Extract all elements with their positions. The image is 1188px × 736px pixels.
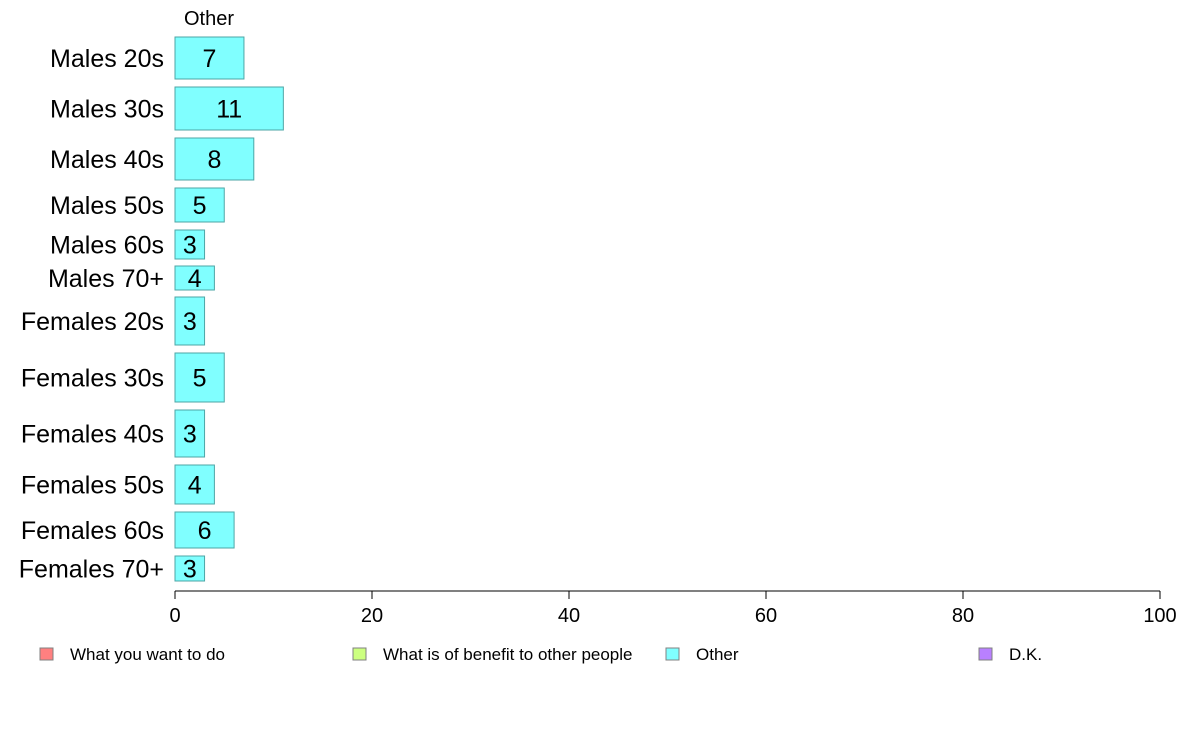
category-label: Males 70+ (48, 265, 164, 293)
category-label: Females 20s (21, 308, 164, 336)
category-label: Females 30s (21, 365, 164, 393)
legend-label: What is of benefit to other people (383, 645, 633, 664)
bar-value-label: 7 (203, 45, 217, 73)
category-label: Males 50s (50, 192, 164, 220)
bar-males-60s (174, 229, 206, 260)
bar-value-label: 3 (183, 556, 197, 584)
bar-females-20s (174, 296, 206, 346)
legend-label: What you want to do (70, 645, 225, 664)
bar-females-70 (174, 555, 206, 582)
legend-swatch-what-is-of-benefit-to-other-people (352, 647, 367, 661)
category-label: Males 60s (50, 232, 164, 260)
category-label: Males 30s (50, 96, 164, 124)
x-tick-label: 0 (169, 605, 180, 627)
x-tick-label: 80 (952, 605, 974, 627)
bar-males-70 (174, 265, 215, 291)
bar-males-20s (174, 36, 245, 80)
legend-swatch-what-you-want-to-do (39, 647, 54, 661)
bar-value-label: 5 (193, 192, 207, 220)
chart-title: Other (184, 8, 234, 30)
category-label: Females 50s (21, 472, 164, 500)
bar-value-label: 5 (193, 365, 207, 393)
legend: What you want to do What is of benefit to… (39, 645, 1042, 664)
bar-value-label: 3 (183, 232, 197, 260)
x-tick-label: 20 (361, 605, 383, 627)
bar-females-40s (174, 409, 206, 458)
x-tick-label: 60 (755, 605, 777, 627)
bar-value-label: 4 (188, 265, 202, 293)
bar-value-label: 6 (198, 517, 212, 545)
category-label: Males 40s (50, 146, 164, 174)
bar-males-40s (174, 137, 255, 181)
bar-females-50s (174, 464, 215, 505)
category-label: Males 20s (50, 45, 164, 73)
legend-label: D.K. (1009, 645, 1042, 664)
bar-females-30s (174, 352, 225, 403)
bar-males-30s (174, 86, 284, 131)
category-label: Females 60s (21, 517, 164, 545)
x-tick-label: 40 (558, 605, 580, 627)
bar-value-label: 8 (207, 146, 221, 174)
bar-value-label: 3 (183, 308, 197, 336)
legend-label: Other (696, 645, 739, 664)
x-axis: 0 20 40 60 80 100 (169, 590, 1177, 627)
legend-swatch-other (665, 647, 680, 661)
category-label: Females 40s (21, 421, 164, 449)
bar-value-label: 11 (216, 96, 242, 124)
bar-females-60s (174, 511, 235, 549)
x-tick-label: 100 (1143, 605, 1176, 627)
category-label: Females 70+ (19, 556, 164, 584)
bar-males-50s (174, 187, 225, 223)
bar-group: 7 Males 20s 11 Males 30s 8 Males 40s 5 Males 50… (19, 36, 284, 584)
legend-swatch-d-k (978, 647, 993, 661)
bar-value-label: 3 (183, 421, 197, 449)
bar-value-label: 4 (188, 472, 202, 500)
